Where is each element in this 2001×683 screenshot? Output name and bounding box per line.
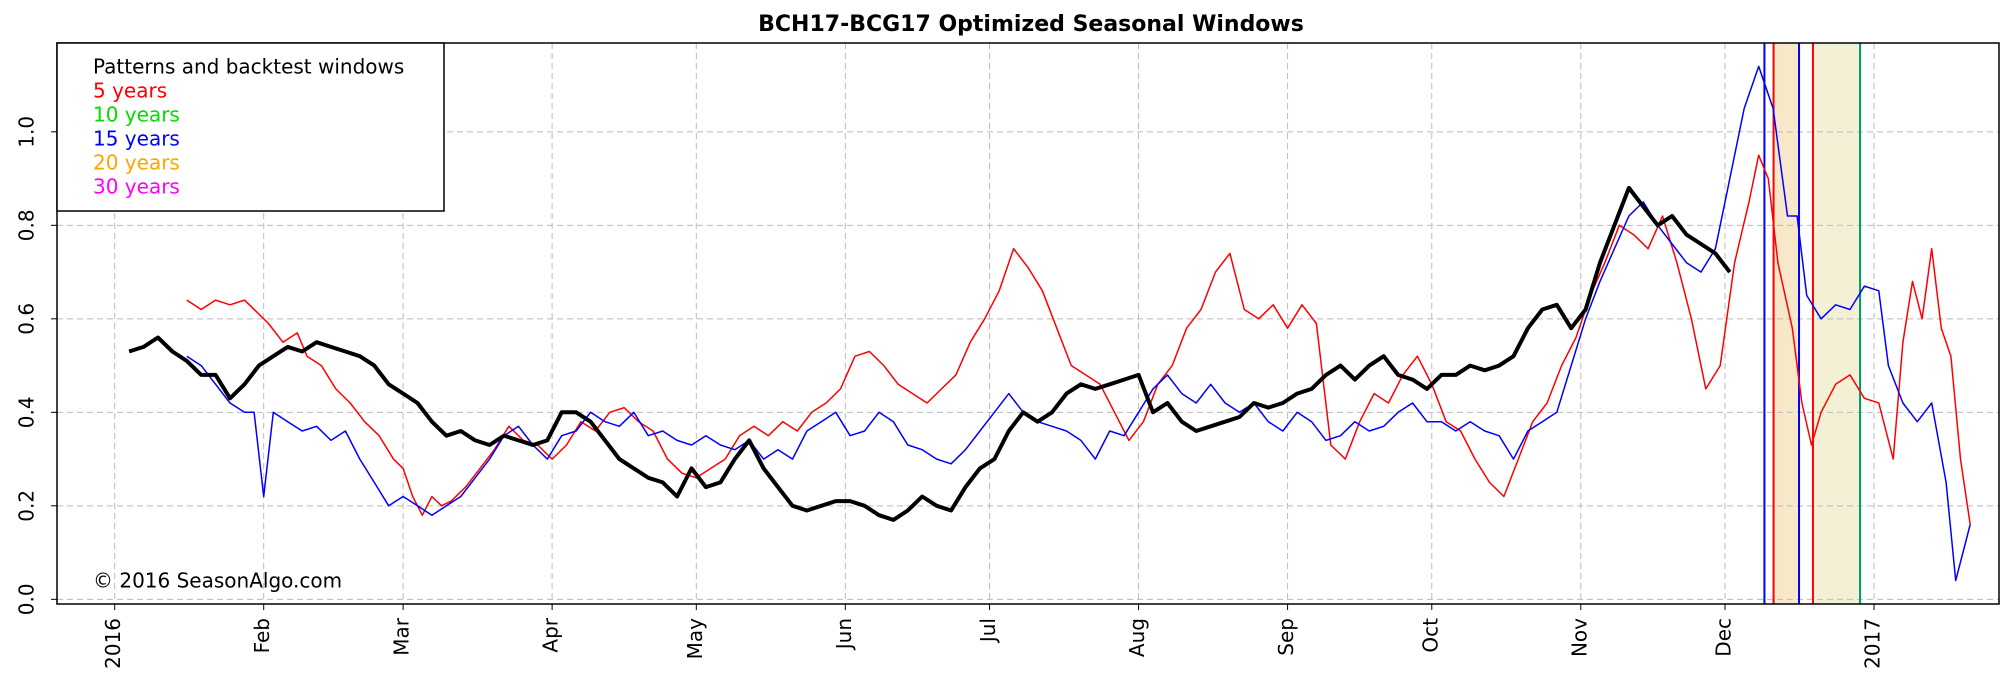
x-tick-label: Mar [390, 617, 414, 656]
y-tick-label: 0.4 [15, 396, 39, 428]
legend-entry: 5 years [93, 79, 167, 103]
legend-title: Patterns and backtest windows [93, 55, 404, 79]
chart-title: BCH17-BCG17 Optimized Seasonal Windows [758, 12, 1304, 37]
legend-entry: 15 years [93, 127, 180, 151]
series-line [186, 154, 1971, 525]
x-tick-label: May [683, 618, 707, 660]
x-tick-label: Feb [250, 618, 274, 653]
y-tick-label: 0.8 [15, 209, 39, 241]
x-tick-label: Oct [1418, 618, 1442, 653]
x-tick-label: Aug [1125, 618, 1149, 657]
window [1773, 43, 1800, 604]
x-tick-label: Nov [1567, 618, 1591, 657]
x-tick-label: 2016 [101, 618, 125, 669]
y-tick-label: 0.6 [15, 303, 39, 335]
window [1812, 43, 1861, 604]
x-tick-label: 2017 [1861, 618, 1885, 669]
x-tick-label: Dec [1712, 618, 1736, 657]
y-tick-label: 0.0 [15, 583, 39, 615]
legend-entry: 30 years [93, 175, 180, 199]
x-tick-label: Jun [832, 618, 856, 651]
legend-entry: 20 years [93, 151, 180, 175]
x-tick-label: Jul [976, 618, 1000, 644]
series-line [128, 185, 1732, 522]
series-line [186, 65, 1971, 582]
legend-box [56, 42, 445, 212]
plot-frame [56, 42, 2000, 605]
y-tick-label: 1.0 [15, 116, 39, 148]
x-tick-label: Sep [1274, 618, 1298, 656]
y-tick-label: 0.2 [15, 490, 39, 522]
annotation: © 2016 SeasonAlgo.com [93, 569, 342, 593]
legend-entry: 10 years [93, 103, 180, 127]
x-tick-label: Apr [539, 617, 563, 652]
